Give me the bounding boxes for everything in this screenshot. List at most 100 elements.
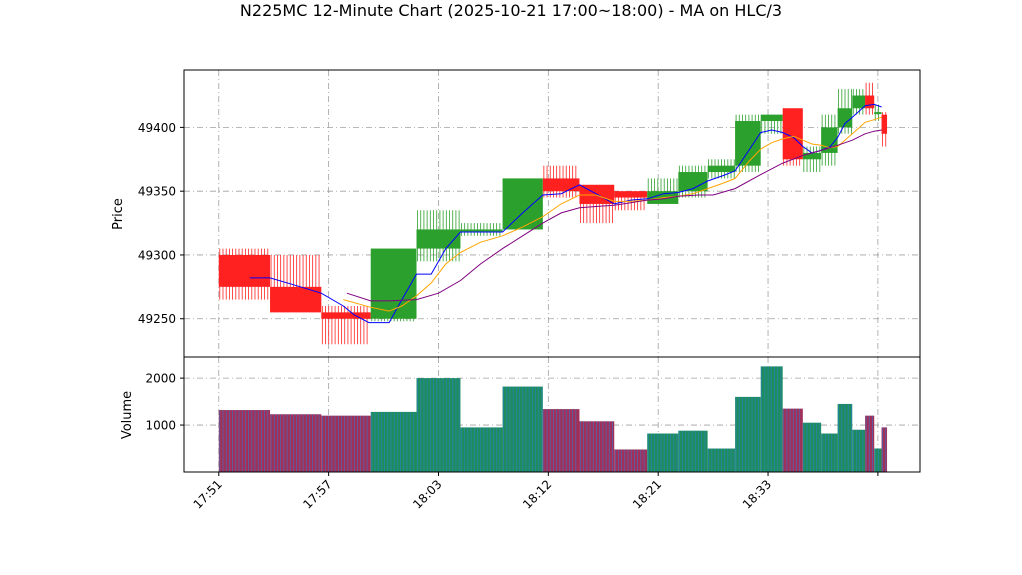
x-tick-label: 18:03 (410, 477, 444, 511)
candle (707, 159, 736, 179)
volume-bar-fill (370, 411, 417, 472)
candle (735, 114, 761, 173)
volume-bar (707, 448, 736, 472)
price-y-axis-label: Price (111, 198, 126, 230)
candle (502, 178, 543, 230)
chart-title: N225MC 12-Minute Chart (2025-10-21 17:00… (240, 1, 782, 20)
candle-body (837, 108, 853, 128)
volume-bar (865, 415, 875, 472)
candle (865, 82, 875, 115)
price-y-tick-label: 49350 (138, 185, 176, 199)
volume-bar-fill (460, 427, 503, 472)
volume-bar (579, 421, 615, 472)
volume-bar-fill (802, 422, 822, 472)
volume-bar (647, 433, 679, 472)
series-line-ma-mid (343, 116, 882, 312)
candle (218, 248, 271, 300)
volume-bar-fill (416, 378, 461, 472)
price-panel: 49250 49300 49350 49400 Price (111, 69, 921, 358)
candle (782, 108, 803, 166)
volume-bar-fill (678, 430, 708, 472)
price-y-tick-label: 49250 (138, 312, 176, 326)
moving-average-lines (249, 103, 882, 324)
volume-bar-fill (852, 429, 866, 472)
candle-body (802, 152, 822, 160)
candle-body (370, 248, 417, 319)
volume-bar (782, 408, 803, 472)
volume-bar (874, 448, 882, 472)
candle-body (321, 312, 371, 319)
candle-body (865, 95, 875, 109)
volume-bar (416, 378, 461, 472)
volume-bar (218, 410, 271, 472)
candle-body (678, 172, 708, 192)
candle (579, 184, 615, 224)
volume-bar-fill (579, 421, 615, 472)
volume-y-ticks: 1000 2000 (145, 372, 184, 433)
price-bars (218, 82, 888, 345)
volume-bar (735, 396, 761, 472)
volume-bar (760, 366, 783, 472)
volume-bar-fill (735, 396, 761, 472)
candle-body (874, 112, 882, 115)
candle (460, 223, 503, 236)
price-y-ticks: 49250 49300 49350 49400 (138, 121, 184, 326)
candle-body (218, 254, 271, 287)
candle (881, 112, 888, 147)
price-axes-frame (183, 69, 921, 358)
candle-body (460, 229, 503, 232)
volume-bar-fill (614, 449, 648, 472)
volume-bar (802, 422, 822, 472)
candle-body (881, 114, 888, 134)
x-tick-label: 18:12 (520, 477, 554, 511)
volume-bar (678, 430, 708, 472)
volume-bar (460, 427, 503, 472)
price-gridlines (184, 70, 920, 357)
x-tick-label: 18:21 (630, 477, 664, 511)
candle-body (760, 114, 783, 122)
x-tick-label: 18:33 (740, 477, 774, 511)
candle (678, 165, 708, 198)
volume-bar-fill (865, 415, 875, 472)
volume-bar-fill (542, 409, 580, 472)
x-axis-ticks: 17:51 17:57 18:03 18:12 18:21 18:33 (191, 472, 879, 512)
volume-bar (881, 427, 888, 472)
candle-body (707, 165, 736, 173)
volume-bar-fill (760, 366, 783, 472)
volume-bar (614, 449, 648, 472)
volume-bar (837, 403, 853, 472)
candle (760, 114, 783, 134)
candle-body (614, 191, 648, 198)
series-line-ma-short (249, 103, 882, 324)
candle-body (542, 178, 580, 192)
price-y-tick-label: 49400 (138, 121, 176, 135)
candle (837, 89, 853, 134)
volume-y-tick-label: 1000 (145, 419, 176, 433)
volume-bar-fill (874, 448, 882, 472)
volume-bar (542, 409, 580, 472)
candle (802, 146, 822, 173)
candle-body (735, 121, 761, 166)
volume-bar (321, 415, 371, 472)
volume-bar (270, 414, 322, 472)
candle (542, 165, 580, 198)
candle (370, 248, 417, 322)
volume-bar (852, 429, 866, 472)
volume-axes-frame (183, 356, 921, 473)
candle (321, 305, 371, 345)
volume-bar-fill (647, 433, 679, 472)
volume-bar (370, 411, 417, 472)
x-tick-label: 17:57 (300, 477, 334, 511)
candle (852, 89, 866, 115)
price-y-tick-label: 49300 (138, 248, 176, 262)
volume-y-axis-label: Volume (120, 391, 135, 439)
candle-body (852, 95, 866, 109)
volume-panel: 1000 2000 Volume (120, 356, 921, 473)
series-line-ma-long (346, 129, 882, 302)
volume-bar-fill (782, 408, 803, 472)
volume-bar-fill (881, 427, 888, 472)
candle-body (502, 178, 543, 230)
volume-bars (218, 366, 888, 472)
